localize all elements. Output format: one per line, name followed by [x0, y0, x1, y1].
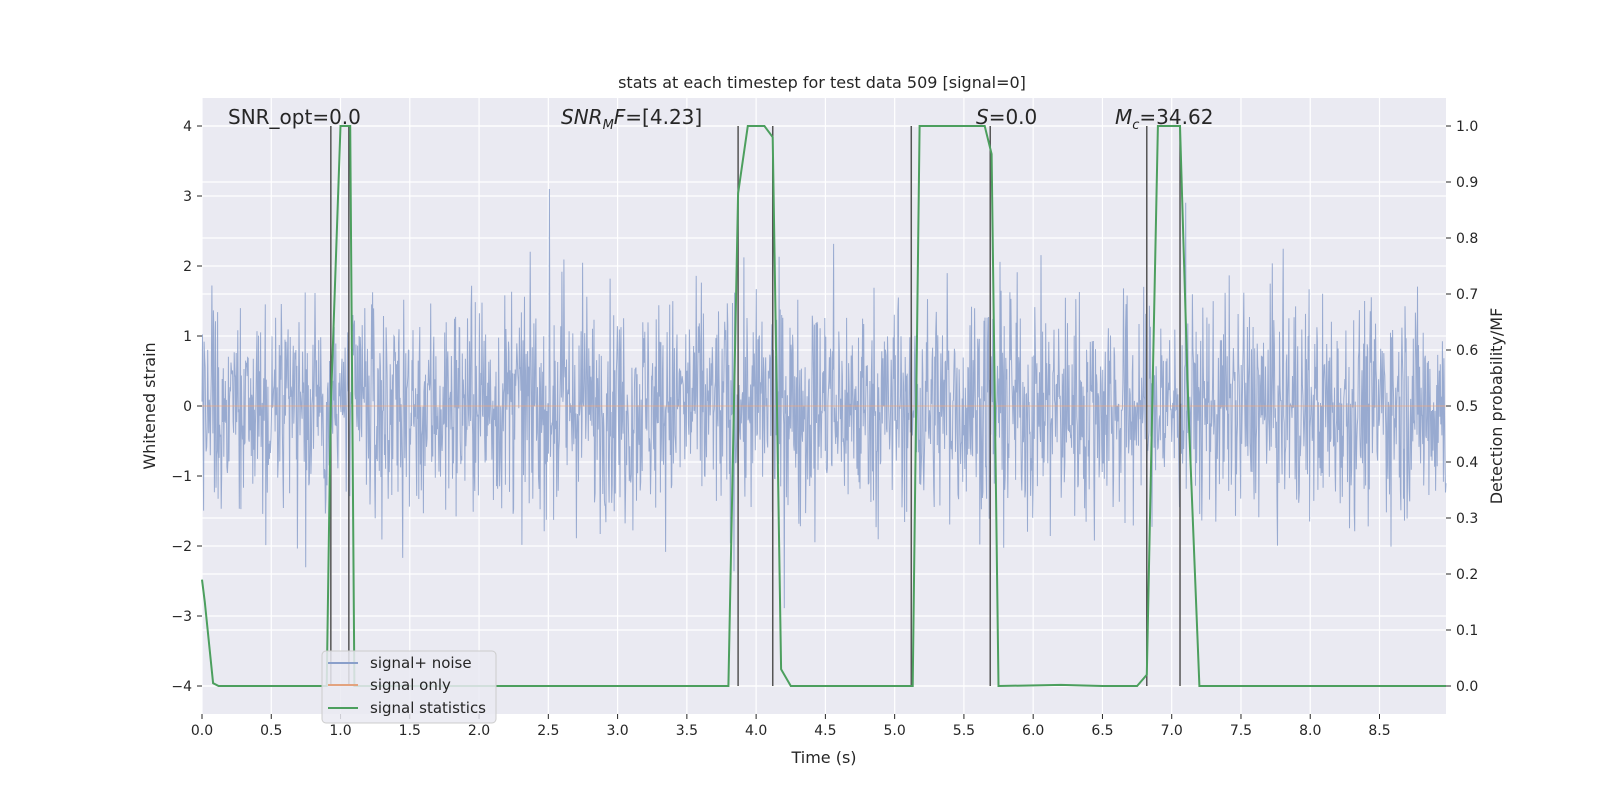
y-left-tick-label-3: −1 [171, 469, 192, 485]
x-axis-label: Time (s) [790, 748, 856, 767]
series-signal-noise [201, 188, 1447, 609]
annotation-snr-opt: SNR_opt=0.0 [228, 105, 361, 129]
y-right-tick-label-3: 0.3 [1456, 511, 1478, 527]
noise-trace [201, 188, 1447, 609]
y-axis-left-ticks: −4 −3 −2 −1 0 1 2 3 4 [171, 119, 202, 695]
x-tick-label-16: 8.0 [1299, 723, 1321, 739]
legend: signal+ noise signal only signal statist… [321, 650, 497, 724]
x-tick-label-10: 5.0 [884, 723, 906, 739]
y-left-tick-label-6: 2 [183, 259, 192, 275]
x-tick-label-17: 8.5 [1368, 723, 1390, 739]
y-axis-left-label: Whitened strain [140, 342, 159, 469]
annotation-snr-mf: SNRMF=[4.23] [561, 105, 702, 133]
x-tick-label-0: 0.0 [191, 723, 213, 739]
y-left-tick-label-2: −2 [171, 539, 192, 555]
y-right-tick-label-4: 0.4 [1456, 455, 1478, 471]
statistics-line [201, 125, 1446, 688]
y-left-tick-label-4: 0 [183, 399, 192, 415]
x-tick-label-15: 7.5 [1230, 723, 1252, 739]
y-left-tick-label-5: 1 [183, 329, 192, 345]
y-axis-right-ticks: 0.0 0.1 0.2 0.3 0.4 0.5 0.6 0.7 0.8 0.9 1.0 [1446, 119, 1478, 695]
legend-box [321, 650, 497, 724]
y-right-tick-label-6: 0.6 [1456, 343, 1478, 359]
y-right-tick-label-1: 0.1 [1456, 623, 1478, 639]
y-axis-right-label: Detection probability/MF [1487, 308, 1506, 505]
legend-label-signal-only: signal only [370, 676, 451, 694]
y-right-tick-label-5: 0.5 [1456, 399, 1478, 415]
y-right-tick-label-2: 0.2 [1456, 567, 1478, 583]
chart-title: stats at each timestep for test data 509… [618, 73, 1026, 92]
x-tick-label-13: 6.5 [1091, 723, 1113, 739]
x-tick-label-1: 0.5 [260, 723, 282, 739]
x-tick-label-6: 3.0 [606, 723, 628, 739]
legend-label-signal-noise: signal+ noise [370, 654, 472, 672]
annotation-mc-value: Mc=34.62 [1115, 105, 1213, 133]
legend-label-signal-statistics: signal statistics [370, 699, 486, 717]
x-tick-label-8: 4.0 [745, 723, 767, 739]
x-tick-label-2: 1.0 [329, 723, 351, 739]
y-right-tick-label-9: 0.9 [1456, 175, 1478, 191]
x-tick-label-9: 4.5 [814, 723, 836, 739]
x-tick-label-3: 1.5 [399, 723, 421, 739]
y-right-tick-label-7: 0.7 [1456, 287, 1478, 303]
x-tick-label-4: 2.0 [468, 723, 490, 739]
y-right-tick-label-10: 1.0 [1456, 119, 1478, 135]
x-tick-label-5: 2.5 [537, 723, 559, 739]
y-left-tick-label-8: 4 [183, 119, 192, 135]
y-left-tick-label-7: 3 [183, 189, 192, 205]
series-signal-statistics [201, 125, 1446, 688]
x-tick-label-7: 3.5 [676, 723, 698, 739]
x-tick-label-12: 6.0 [1022, 723, 1044, 739]
y-right-tick-label-0: 0.0 [1456, 679, 1478, 695]
x-tick-label-14: 7.0 [1161, 723, 1183, 739]
annotation-s-value: S=0.0 [976, 105, 1037, 129]
x-axis-ticks: 0.0 0.5 1.0 1.5 2.0 2.5 3.0 3.5 4.0 4.5 5.0 5.5 6.0 6… [191, 714, 1391, 739]
y-right-tick-label-8: 0.8 [1456, 231, 1478, 247]
y-left-tick-label-0: −4 [171, 679, 192, 695]
y-left-tick-label-1: −3 [171, 609, 192, 625]
x-tick-label-11: 5.5 [953, 723, 975, 739]
